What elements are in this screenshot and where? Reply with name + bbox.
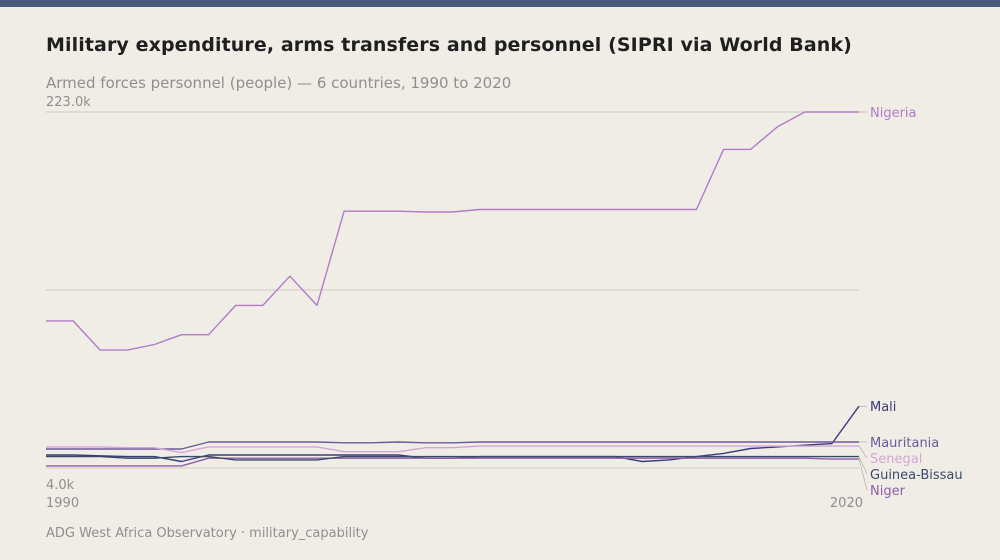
series-line-senegal xyxy=(46,445,859,454)
y-tick-label-max: 223.0k xyxy=(46,95,91,110)
series-label-nigeria: Nigeria xyxy=(870,106,917,121)
series-line-mali xyxy=(46,405,860,463)
leader-line-senegal xyxy=(858,445,868,459)
series-label-mauritania: Mauritania xyxy=(870,436,939,451)
x-tick-label-end: 2020 xyxy=(830,496,863,511)
source-footer: ADG West Africa Observatory · military_c… xyxy=(46,526,369,541)
series-label-senegal: Senegal xyxy=(870,452,922,467)
top-accent-bar xyxy=(0,0,1000,7)
y-tick-label-min: 4.0k xyxy=(46,478,75,493)
x-tick-label-start: 1990 xyxy=(46,496,79,511)
series-label-guinea-bissau: Guinea-Bissau xyxy=(870,468,963,483)
series-line-nigeria xyxy=(46,111,859,351)
series-label-mali: Mali xyxy=(870,400,896,415)
chart-title: Military expenditure, arms transfers and… xyxy=(46,34,852,56)
series-line-niger xyxy=(46,457,859,467)
series-line-mauritania xyxy=(46,441,859,450)
leader-line-niger xyxy=(858,458,868,491)
chart-subtitle: Armed forces personnel (people) — 6 coun… xyxy=(46,74,512,92)
series-line-guinea-bissau xyxy=(46,455,859,461)
leader-line-guinea-bissau xyxy=(858,456,868,475)
series-label-niger: Niger xyxy=(870,484,906,499)
